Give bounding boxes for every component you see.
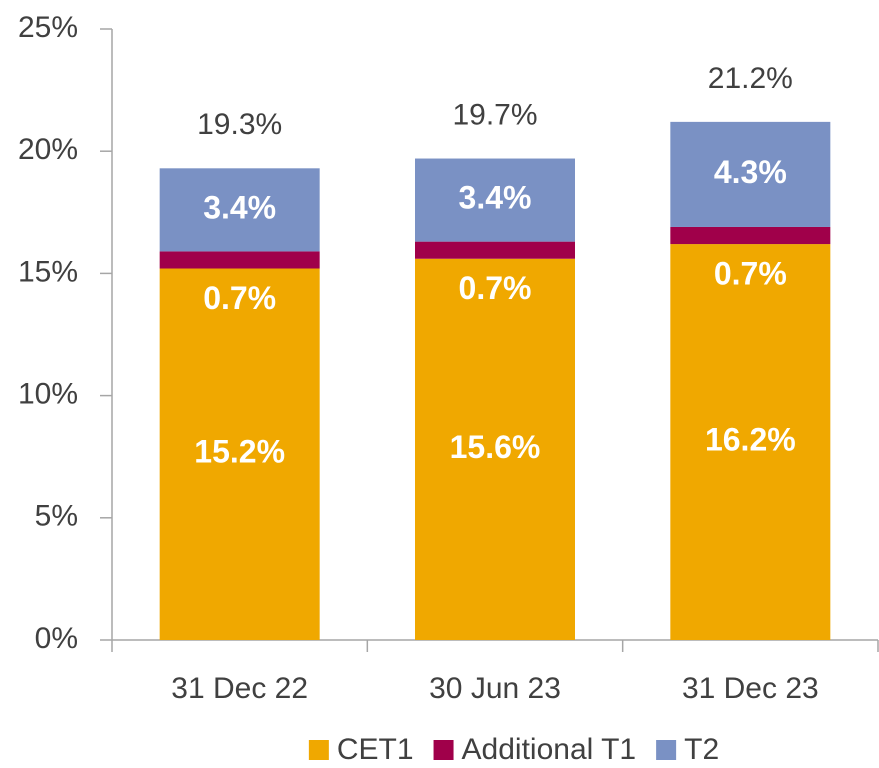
y-tick-label: 20% [18, 133, 78, 166]
bar-segment [670, 121, 831, 227]
legend-label: CET1 [337, 733, 414, 766]
legend-swatch [656, 740, 677, 760]
total-label: 21.2% [708, 62, 793, 95]
y-tick-label: 10% [18, 378, 78, 411]
x-tick-label: 31 Dec 22 [171, 672, 308, 705]
legend-swatch [433, 740, 454, 760]
y-tick-label: 0% [35, 622, 78, 655]
y-tick-label: 25% [18, 11, 78, 44]
total-label: 19.3% [197, 108, 282, 141]
legend-label: Additional T1 [462, 733, 637, 766]
total-label: 19.7% [452, 98, 537, 131]
data-label: 16.2% [705, 421, 796, 457]
bar-segment [159, 268, 320, 640]
data-label: 15.6% [450, 429, 541, 465]
bar-segment [415, 241, 575, 259]
y-tick-label: 5% [35, 500, 78, 533]
data-label: 15.2% [194, 434, 285, 470]
data-label: 3.4% [203, 189, 276, 225]
legend-swatch [308, 740, 329, 760]
data-label: 3.4% [459, 180, 532, 216]
data-label: 0.7% [714, 256, 787, 292]
legend-label: T2 [684, 733, 719, 766]
bar-segment [670, 244, 831, 640]
data-label: 0.7% [203, 280, 276, 316]
x-tick-label: 30 Jun 23 [429, 672, 561, 705]
y-tick-label: 15% [18, 255, 78, 288]
data-label: 4.3% [714, 154, 787, 190]
bar-segment [415, 158, 575, 242]
bar-segment [415, 258, 575, 640]
x-tick-label: 31 Dec 23 [682, 672, 819, 705]
bar-segment [670, 226, 831, 245]
data-label: 0.7% [459, 270, 532, 306]
bar-segment [159, 168, 320, 252]
bar-segment [159, 251, 320, 269]
